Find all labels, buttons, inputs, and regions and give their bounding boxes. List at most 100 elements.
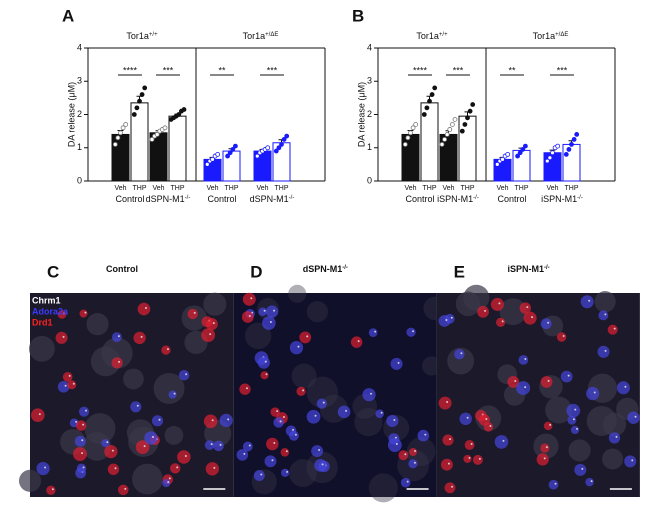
- cell-speck: [143, 445, 146, 448]
- data-point: [574, 132, 580, 137]
- data-point: [215, 151, 221, 157]
- cell-signal: [438, 315, 451, 327]
- cell-speck: [314, 414, 317, 417]
- category-label: Control: [497, 194, 526, 204]
- nucleus: [602, 448, 624, 470]
- cell-signal: [264, 455, 277, 468]
- cell-signal: [111, 357, 123, 369]
- cell-speck: [412, 330, 415, 333]
- image-title-sup: -/-: [342, 265, 348, 271]
- category-label-main: iSPN-M1: [437, 194, 473, 204]
- bar: [562, 143, 581, 182]
- significance: ****: [413, 65, 428, 75]
- y-axis-label: DA release (μM): [356, 82, 366, 147]
- cell-speck: [424, 433, 427, 436]
- significance: **: [508, 65, 516, 75]
- cell-signal: [205, 318, 218, 331]
- cell-speck: [478, 457, 481, 460]
- bar: [458, 115, 477, 182]
- cell-signal: [417, 429, 430, 442]
- data-point: [442, 137, 448, 142]
- cell-speck: [271, 459, 274, 462]
- data-point: [459, 128, 465, 134]
- data-point: [494, 161, 500, 167]
- cell-speck: [322, 401, 325, 404]
- bar: [168, 115, 187, 182]
- cell-speck: [82, 466, 85, 469]
- cell-signal: [151, 415, 164, 427]
- panel-letter: B: [352, 6, 364, 25]
- bar: [272, 142, 291, 182]
- group-label-main: Tor1a: [533, 31, 556, 41]
- cell-signal: [362, 388, 376, 402]
- nucleus: [132, 463, 163, 495]
- data-point: [465, 115, 470, 121]
- channel-label: Chrm1: [32, 295, 61, 305]
- nucleus: [545, 396, 573, 424]
- cell-speck: [72, 382, 75, 385]
- cell-speck: [210, 443, 213, 446]
- cell-speck: [393, 418, 396, 421]
- cell-speck: [549, 423, 552, 426]
- cell-speck: [286, 470, 289, 473]
- data-point: [427, 98, 432, 104]
- cell-speck: [554, 482, 557, 485]
- cell-signal: [133, 331, 146, 345]
- cell-signal: [316, 398, 327, 409]
- cell-signal: [296, 386, 306, 397]
- cell-signal: [107, 463, 120, 475]
- cell-speck: [151, 436, 154, 439]
- cell-signal: [400, 477, 411, 488]
- cell-signal: [540, 443, 550, 453]
- data-point: [273, 148, 279, 154]
- cell-signal: [306, 409, 321, 424]
- cell-speck: [245, 387, 248, 390]
- nucleus: [602, 412, 627, 437]
- cell-signal: [597, 345, 610, 358]
- category-label: Control: [207, 194, 236, 204]
- cell-speck: [297, 345, 300, 348]
- cell-speck: [219, 443, 222, 446]
- category-label: dSPN-M1-/-: [146, 194, 191, 204]
- nucleus: [164, 426, 184, 445]
- cell-signal: [161, 345, 171, 355]
- cell-speck: [51, 488, 54, 491]
- cell-signal: [375, 409, 384, 419]
- cell-signal: [337, 405, 351, 419]
- data-point: [424, 105, 430, 111]
- data-point: [467, 108, 473, 114]
- cell-speck: [269, 321, 272, 324]
- cell-speck: [44, 466, 47, 469]
- image-title: Control: [106, 264, 138, 274]
- cell-speck: [306, 335, 309, 338]
- group-label-sup: +/+: [439, 32, 448, 38]
- cell-speck: [484, 309, 487, 312]
- data-point: [115, 135, 121, 141]
- image-title-main: Control: [106, 264, 138, 274]
- cell-signal: [459, 412, 472, 426]
- cell-signal: [368, 328, 378, 337]
- cell-signal: [507, 376, 520, 388]
- data-point: [547, 155, 553, 161]
- cell-speck: [574, 408, 577, 411]
- nucleus: [406, 437, 436, 466]
- category-label: iSPN-M1-/-: [541, 194, 583, 204]
- nucleus: [368, 473, 398, 503]
- nucleus: [306, 300, 328, 323]
- category-label-main: Control: [497, 194, 526, 204]
- cell-signal: [598, 310, 609, 321]
- cell-signal: [36, 461, 50, 476]
- data-point: [569, 142, 574, 147]
- cell-signal: [74, 435, 86, 447]
- cell-signal: [266, 437, 279, 451]
- cell-speck: [466, 416, 469, 419]
- cell-speck: [524, 386, 527, 389]
- cell-signal: [567, 415, 577, 425]
- cell-signal: [574, 463, 587, 476]
- treatment-label: Veh: [206, 185, 218, 192]
- panel-letter: C: [47, 262, 59, 281]
- significance: ***: [267, 65, 278, 75]
- category-label: Control: [405, 194, 434, 204]
- cell-signal: [616, 381, 630, 395]
- image-title-main: dSPN-M1: [303, 264, 343, 274]
